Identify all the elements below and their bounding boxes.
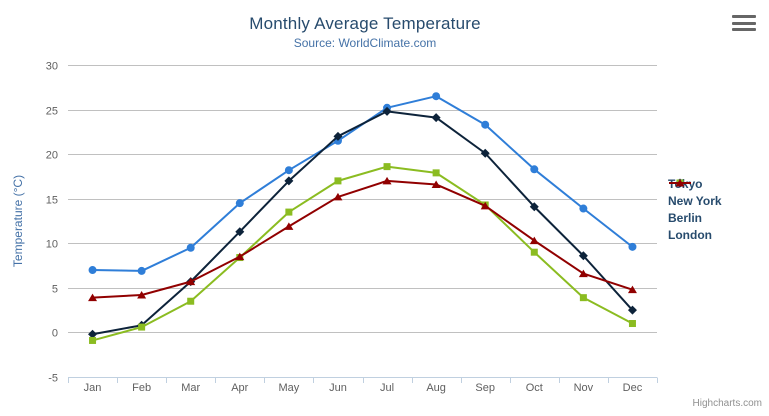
series-tokyo xyxy=(88,92,637,275)
point-london-nov[interactable] xyxy=(578,269,588,278)
point-london-may[interactable] xyxy=(284,222,294,230)
point-berlin-nov[interactable] xyxy=(579,294,587,302)
y-tick-label: 15 xyxy=(46,195,58,207)
point-berlin-jun[interactable] xyxy=(334,177,342,185)
point-tokyo-jan[interactable] xyxy=(88,266,97,275)
point-london-mar[interactable] xyxy=(186,277,196,286)
point-berlin-oct[interactable] xyxy=(530,248,538,256)
point-london-dec[interactable] xyxy=(627,285,637,294)
point-tokyo-sep[interactable] xyxy=(481,120,490,129)
point-new-york-sep[interactable] xyxy=(480,148,490,158)
y-tick-label: 10 xyxy=(46,239,58,251)
point-new-york-jan[interactable] xyxy=(88,329,98,339)
y-tick-label: 20 xyxy=(46,150,58,162)
x-tick-label-jan: Jan xyxy=(84,382,102,394)
point-tokyo-mar[interactable] xyxy=(186,243,195,252)
point-new-york-jun[interactable] xyxy=(333,131,343,141)
point-new-york-aug[interactable] xyxy=(431,113,441,123)
legend-item-berlin[interactable]: Berlin xyxy=(668,179,722,225)
point-berlin-mar[interactable] xyxy=(187,297,195,305)
x-tick-label-apr: Apr xyxy=(231,382,248,394)
point-berlin-may[interactable] xyxy=(285,208,293,216)
point-berlin-jul[interactable] xyxy=(383,163,391,171)
y-tick-label: 25 xyxy=(46,106,58,118)
point-london-jan[interactable] xyxy=(88,293,98,302)
point-tokyo-may[interactable] xyxy=(284,166,293,175)
point-london-jun[interactable] xyxy=(333,192,343,201)
point-new-york-dec[interactable] xyxy=(627,305,637,315)
y-tick-label: 0 xyxy=(52,328,58,340)
export-menu-button[interactable] xyxy=(732,15,756,31)
point-tokyo-aug[interactable] xyxy=(432,92,441,101)
x-tick-label-jul: Jul xyxy=(380,382,394,394)
y-tick-label: -5 xyxy=(48,373,58,385)
point-new-york-apr[interactable] xyxy=(235,227,245,237)
point-tokyo-dec[interactable] xyxy=(628,242,637,251)
point-new-york-may[interactable] xyxy=(284,176,294,186)
legend-marker-triangle-icon xyxy=(669,179,691,187)
series-new-york xyxy=(88,106,637,339)
legend-label-berlin: Berlin xyxy=(668,211,703,225)
x-tick-label-nov: Nov xyxy=(574,382,594,394)
legend-item-new-york[interactable]: New York xyxy=(668,178,722,208)
point-tokyo-nov[interactable] xyxy=(579,204,588,213)
point-new-york-jul[interactable] xyxy=(382,106,392,116)
x-tick-label-oct: Oct xyxy=(526,382,543,394)
point-london-jul[interactable] xyxy=(382,176,392,185)
point-london-aug[interactable] xyxy=(431,180,441,188)
x-tick-label-aug: Aug xyxy=(426,382,446,394)
point-tokyo-feb[interactable] xyxy=(137,266,146,275)
hamburger-icon xyxy=(732,15,756,18)
x-tick-label-feb: Feb xyxy=(132,382,151,394)
series-line-new-york xyxy=(91,110,634,336)
point-berlin-feb[interactable] xyxy=(138,323,146,331)
point-berlin-jan[interactable] xyxy=(89,336,97,344)
x-tick-label-sep: Sep xyxy=(475,382,495,394)
point-london-oct[interactable] xyxy=(529,236,539,245)
series-london xyxy=(88,176,637,302)
x-tick-label-dec: Dec xyxy=(623,382,643,394)
credits-link[interactable]: Highcharts.com xyxy=(692,398,762,409)
point-london-feb[interactable] xyxy=(137,290,147,299)
chart-subtitle: Source: WorldClimate.com xyxy=(293,36,437,50)
x-tick-label-may: May xyxy=(278,382,299,394)
legend-symbol-london xyxy=(675,179,685,187)
chart-title: Monthly Average Temperature xyxy=(249,14,481,33)
point-berlin-aug[interactable] xyxy=(432,169,440,177)
x-tick-label-jun: Jun xyxy=(329,382,347,394)
y-tick-label: 5 xyxy=(52,284,58,296)
legend-label-london: London xyxy=(668,228,712,242)
point-new-york-oct[interactable] xyxy=(529,202,539,212)
series-line-london xyxy=(91,179,634,299)
point-berlin-dec[interactable] xyxy=(628,320,636,328)
point-london-sep[interactable] xyxy=(480,201,490,210)
y-axis-title: Temperature (°C) xyxy=(11,175,25,267)
legend-item-london[interactable]: London xyxy=(668,179,722,242)
series-line-berlin xyxy=(91,165,634,342)
point-new-york-nov[interactable] xyxy=(578,251,588,261)
point-london-apr[interactable] xyxy=(235,252,245,261)
point-tokyo-apr[interactable] xyxy=(235,199,244,208)
x-tick-label-mar: Mar xyxy=(181,382,200,394)
y-tick-label: 30 xyxy=(46,61,58,73)
series-line-tokyo xyxy=(91,95,634,272)
point-tokyo-oct[interactable] xyxy=(530,165,539,174)
legend-label-new-york: New York xyxy=(668,194,722,208)
